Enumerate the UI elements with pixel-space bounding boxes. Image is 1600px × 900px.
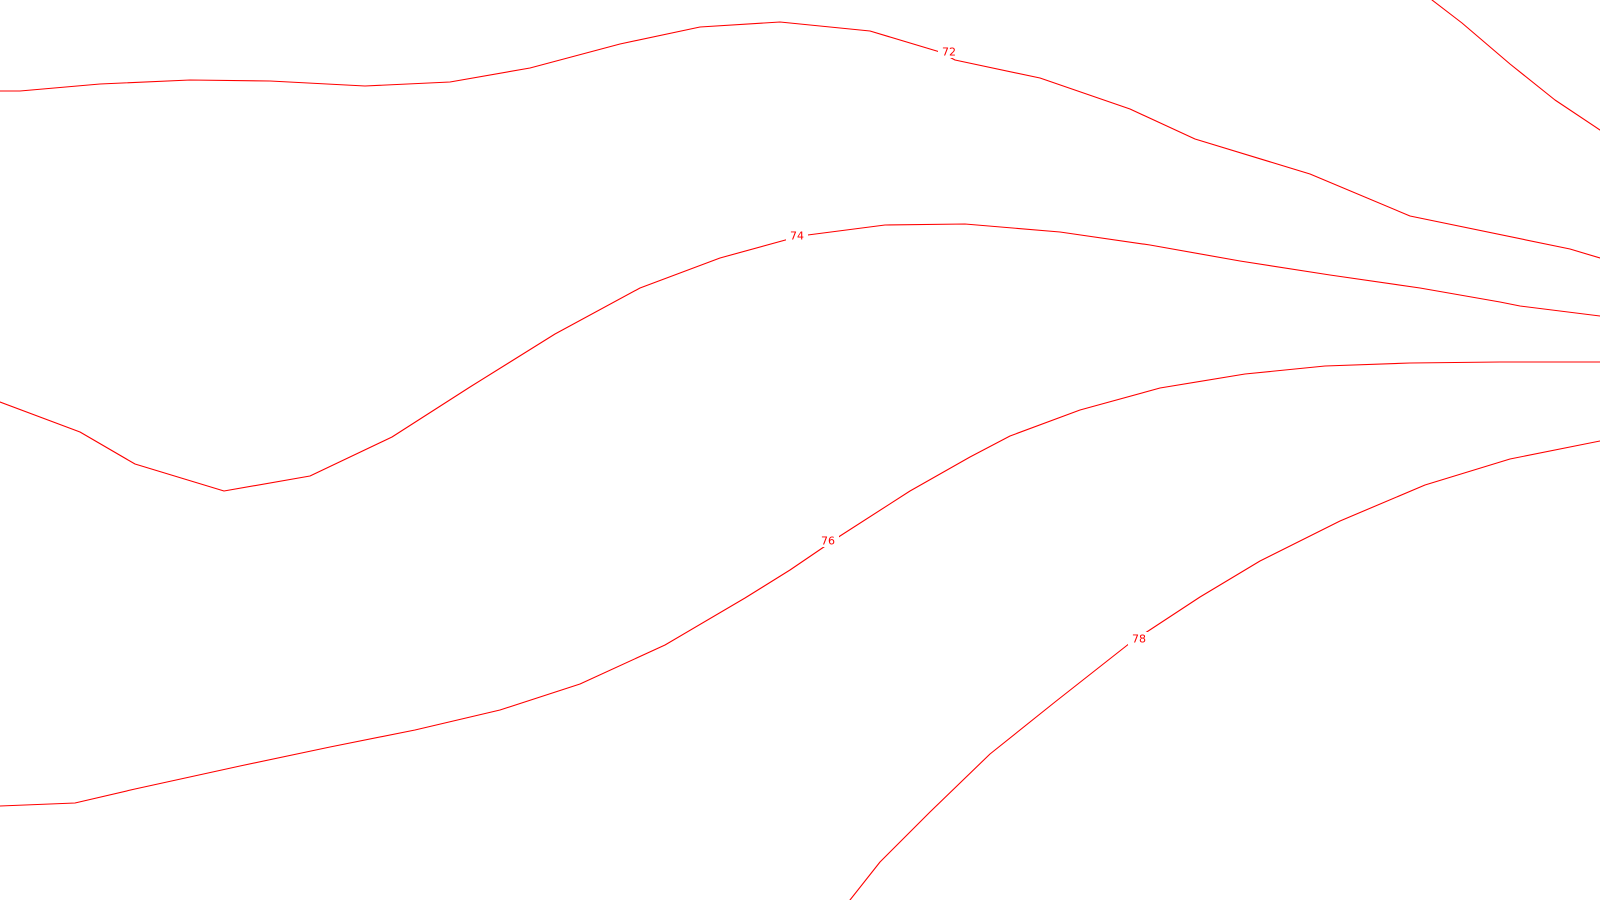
contour-group-76: 76	[0, 361, 1600, 807]
contour-line-78	[849, 440, 1600, 900]
contour-group-78: 78	[849, 440, 1600, 900]
contour-group-74: 74	[0, 223, 1600, 492]
contour-group-unlabeled	[1431, 0, 1600, 131]
contour-line-72	[0, 21, 1600, 259]
contour-group-72: 72	[0, 21, 1600, 259]
contour-label-78: 78	[1132, 633, 1146, 646]
contour-label-bg-74	[786, 230, 808, 243]
contour-line-76	[0, 361, 1600, 807]
contour-label-bg-76	[817, 534, 839, 547]
contour-label-bg-78	[1128, 632, 1150, 645]
contour-line-unlabeled	[1431, 0, 1600, 131]
contour-label-72: 72	[942, 46, 956, 59]
contour-label-bg-72	[938, 45, 960, 58]
contour-label-74: 74	[790, 230, 804, 243]
contour-label-76: 76	[821, 535, 835, 548]
